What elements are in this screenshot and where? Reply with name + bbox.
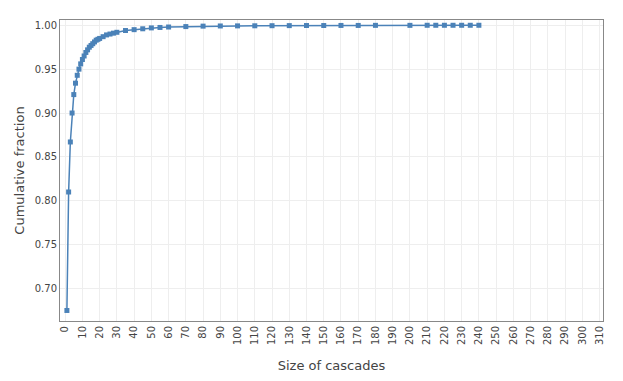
svg-text:10: 10	[77, 326, 88, 339]
svg-text:280: 280	[542, 326, 553, 345]
svg-text:240: 240	[473, 326, 484, 345]
svg-text:250: 250	[490, 326, 501, 345]
svg-text:0: 0	[59, 326, 70, 332]
svg-text:180: 180	[370, 326, 381, 345]
svg-text:120: 120	[266, 326, 277, 345]
svg-text:160: 160	[335, 326, 346, 345]
svg-text:0.75: 0.75	[35, 239, 57, 250]
svg-text:70: 70	[180, 326, 191, 339]
svg-text:230: 230	[456, 326, 467, 345]
svg-text:300: 300	[577, 326, 588, 345]
svg-text:60: 60	[163, 326, 174, 339]
svg-text:130: 130	[284, 326, 295, 345]
svg-text:0.85: 0.85	[35, 151, 57, 162]
svg-text:310: 310	[594, 326, 605, 345]
svg-text:270: 270	[525, 326, 536, 345]
svg-text:50: 50	[146, 326, 157, 339]
svg-text:0.95: 0.95	[35, 64, 57, 75]
svg-text:170: 170	[352, 326, 363, 345]
svg-text:0.80: 0.80	[35, 195, 57, 206]
svg-text:Size of cascades: Size of cascades	[278, 358, 386, 373]
svg-text:90: 90	[215, 326, 226, 339]
svg-text:210: 210	[421, 326, 432, 345]
svg-text:20: 20	[94, 326, 105, 339]
svg-text:Cumulative fraction: Cumulative fraction	[12, 106, 27, 234]
svg-text:150: 150	[318, 326, 329, 345]
svg-text:0.70: 0.70	[35, 283, 57, 294]
svg-text:40: 40	[128, 326, 139, 339]
svg-text:1.00: 1.00	[35, 20, 57, 31]
svg-text:290: 290	[559, 326, 570, 345]
svg-text:260: 260	[508, 326, 519, 345]
svg-text:200: 200	[404, 326, 415, 345]
svg-text:190: 190	[387, 326, 398, 345]
svg-text:80: 80	[197, 326, 208, 339]
svg-text:100: 100	[232, 326, 243, 345]
svg-text:0.90: 0.90	[35, 108, 57, 119]
svg-text:140: 140	[301, 326, 312, 345]
svg-text:220: 220	[439, 326, 450, 345]
svg-text:30: 30	[111, 326, 122, 339]
svg-text:110: 110	[249, 326, 260, 345]
